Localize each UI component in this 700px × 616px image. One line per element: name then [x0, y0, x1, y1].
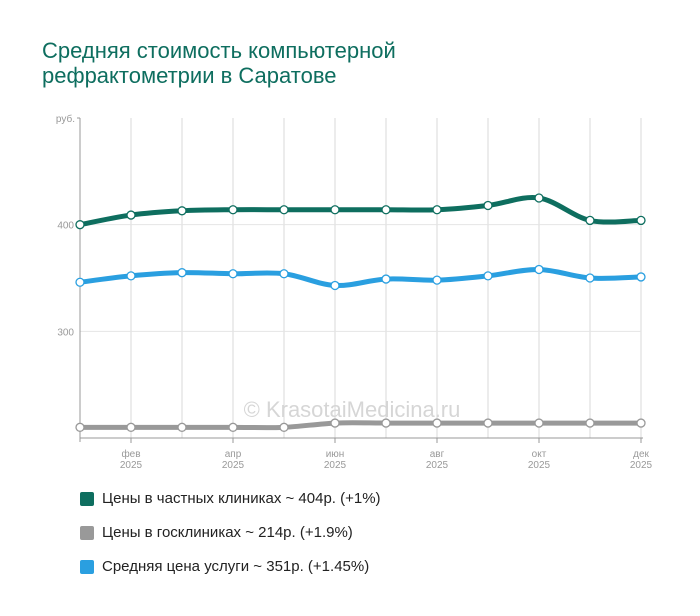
data-point [279, 422, 289, 432]
data-point [483, 200, 493, 211]
x-tick-label: июн [326, 449, 345, 460]
legend-swatch [80, 491, 94, 506]
data-point [126, 271, 136, 281]
data-point [126, 210, 136, 220]
x-tick-label: 2025 [120, 460, 143, 471]
series-line-2 [77, 266, 644, 288]
data-point [330, 280, 340, 291]
x-tick-label: 2025 [630, 460, 653, 471]
watermark: © KrasotaiMedicina.ru [244, 397, 461, 422]
data-point [636, 272, 646, 282]
data-point [585, 215, 595, 226]
legend-item-average[interactable]: Средняя цена услуги ~ 351р. (+1.45%) [80, 558, 369, 575]
data-point [126, 422, 136, 432]
x-tick-label: 2025 [426, 460, 449, 471]
chart-title: Средняя стоимость компьютерной рефрактом… [42, 38, 396, 88]
data-point [534, 193, 544, 203]
data-point [381, 205, 391, 215]
series-line-0 [77, 195, 644, 228]
data-point [75, 422, 85, 432]
legend-label: Цены в госклиниках ~ 214р. (+1.9%) [102, 524, 353, 541]
legend-item-public[interactable]: Цены в госклиниках ~ 214р. (+1.9%) [80, 524, 353, 541]
x-tick-label: дек [633, 449, 649, 460]
x-tick-label: 2025 [222, 460, 245, 471]
data-point [330, 418, 340, 428]
data-point [75, 220, 85, 230]
x-tick-label: апр [225, 449, 242, 460]
data-point [381, 418, 391, 428]
data-point [381, 274, 391, 284]
y-tick-label: 300 [57, 327, 74, 338]
data-point [534, 264, 544, 275]
data-point [432, 418, 442, 428]
x-tick-label: 2025 [528, 460, 551, 471]
legend-swatch [80, 525, 94, 540]
y-tick-label: 400 [57, 221, 74, 232]
y-axis-label: руб. [56, 113, 75, 125]
data-point [279, 205, 289, 215]
data-point [279, 269, 289, 279]
data-point [432, 205, 442, 215]
legend-label: Средняя цена услуги ~ 351р. (+1.45%) [102, 558, 370, 575]
data-point [228, 269, 238, 279]
legend-label: Цены в частных клиниках ~ 404р. (+1%) [102, 490, 381, 507]
data-point [177, 422, 187, 432]
data-point [636, 418, 646, 428]
data-point [228, 422, 238, 432]
data-point [228, 205, 238, 215]
data-point [177, 268, 187, 278]
data-point [432, 275, 442, 285]
data-point [177, 206, 187, 216]
data-point [330, 205, 340, 215]
data-point [483, 271, 493, 281]
x-tick-label: авг [430, 449, 445, 460]
x-tick-label: 2025 [324, 460, 347, 471]
data-point [75, 277, 85, 287]
data-point [483, 418, 493, 428]
data-point [636, 215, 646, 226]
legend-swatch [80, 559, 94, 574]
series-line-1 [77, 420, 644, 431]
x-tick-label: окт [532, 449, 547, 460]
legend-item-private[interactable]: Цены в частных клиниках ~ 404р. (+1%) [80, 490, 381, 507]
x-tick-label: фев [121, 448, 140, 460]
data-point [585, 418, 595, 428]
data-point [585, 273, 595, 283]
data-point [534, 418, 544, 428]
